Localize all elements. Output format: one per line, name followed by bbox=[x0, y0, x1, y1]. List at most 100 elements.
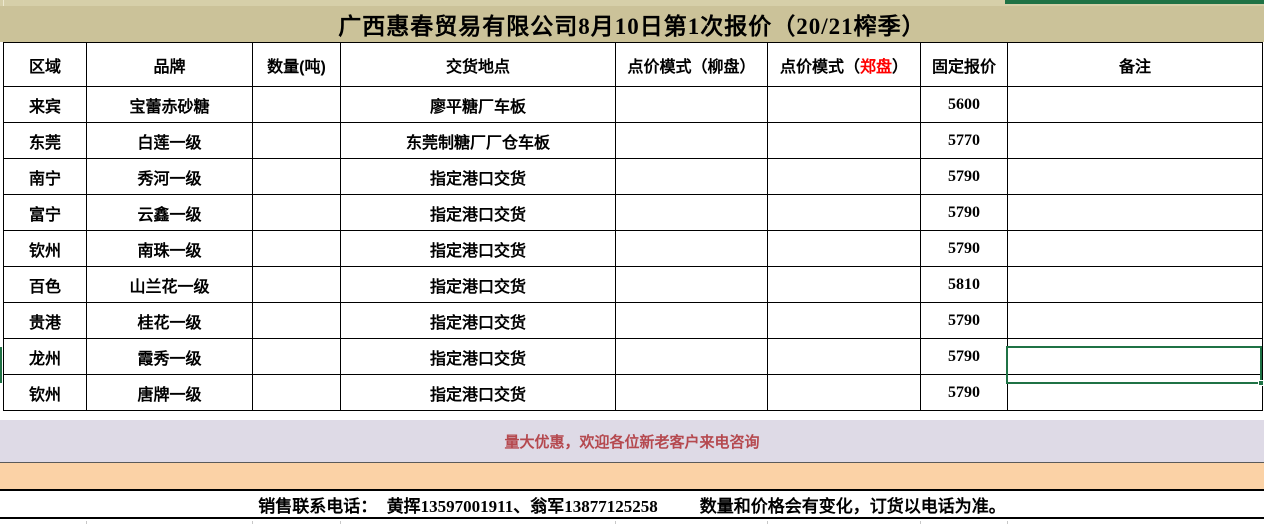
zhengpan-cell[interactable] bbox=[767, 266, 921, 303]
price-cell[interactable]: 5790 bbox=[920, 338, 1008, 375]
header-brand[interactable]: 品牌 bbox=[86, 42, 253, 87]
qty-cell[interactable] bbox=[252, 194, 341, 231]
note-cell[interactable] bbox=[1007, 158, 1263, 195]
table-row: 钦州 唐牌一级 指定港口交货 5790 bbox=[3, 374, 1263, 411]
liupan-cell[interactable] bbox=[615, 230, 768, 267]
note-cell[interactable] bbox=[1007, 374, 1263, 411]
gridline-tick bbox=[252, 521, 253, 524]
qty-cell[interactable] bbox=[252, 302, 341, 339]
note-cell[interactable] bbox=[1007, 122, 1263, 159]
zhengpan-cell[interactable] bbox=[767, 86, 921, 123]
gridline-tick bbox=[767, 521, 768, 524]
header-region[interactable]: 区域 bbox=[3, 42, 87, 87]
gridline-tick bbox=[340, 521, 341, 524]
qty-cell[interactable] bbox=[252, 266, 341, 303]
note-cell[interactable] bbox=[1007, 86, 1263, 123]
gridline-tick bbox=[3, 0, 4, 6]
header-fixed-price[interactable]: 固定报价 bbox=[920, 42, 1008, 87]
zhengpan-cell[interactable] bbox=[767, 338, 921, 375]
header-location[interactable]: 交货地点 bbox=[340, 42, 616, 87]
header-liupan[interactable]: 点价模式（柳盘） bbox=[615, 42, 768, 87]
location-cell[interactable]: 东莞制糖厂厂仓车板 bbox=[340, 122, 616, 159]
note-cell[interactable] bbox=[1007, 230, 1263, 267]
brand-cell[interactable]: 白莲一级 bbox=[86, 122, 253, 159]
header-row: 区域 品牌 数量(吨) 交货地点 点价模式（柳盘） 点价模式（郑盘） 固定报价 … bbox=[3, 42, 1263, 87]
brand-cell[interactable]: 秀河一级 bbox=[86, 158, 253, 195]
price-cell[interactable]: 5600 bbox=[920, 86, 1008, 123]
liupan-cell[interactable] bbox=[615, 266, 768, 303]
location-cell[interactable]: 指定港口交货 bbox=[340, 266, 616, 303]
brand-cell[interactable]: 唐牌一级 bbox=[86, 374, 253, 411]
location-cell[interactable]: 廖平糖厂车板 bbox=[340, 86, 616, 123]
brand-cell[interactable]: 宝蕾赤砂糖 bbox=[86, 86, 253, 123]
region-cell[interactable]: 钦州 bbox=[3, 230, 87, 267]
liupan-cell[interactable] bbox=[615, 158, 768, 195]
header-note[interactable]: 备注 bbox=[1007, 42, 1263, 87]
location-cell[interactable]: 指定港口交货 bbox=[340, 158, 616, 195]
brand-cell[interactable]: 霞秀一级 bbox=[86, 338, 253, 375]
zhengpan-cell[interactable] bbox=[767, 194, 921, 231]
liupan-cell[interactable] bbox=[615, 302, 768, 339]
header-zhengpan[interactable]: 点价模式（郑盘） bbox=[767, 42, 921, 87]
qty-cell[interactable] bbox=[252, 158, 341, 195]
price-cell[interactable]: 5810 bbox=[920, 266, 1008, 303]
qty-cell[interactable] bbox=[252, 122, 341, 159]
table-row: 百色 山兰花一级 指定港口交货 5810 bbox=[3, 266, 1263, 303]
region-cell[interactable]: 钦州 bbox=[3, 374, 87, 411]
note-cell[interactable] bbox=[1007, 266, 1263, 303]
price-cell[interactable]: 5790 bbox=[920, 302, 1008, 339]
location-cell[interactable]: 指定港口交货 bbox=[340, 302, 616, 339]
table-row: 南宁 秀河一级 指定港口交货 5790 bbox=[3, 158, 1263, 195]
table-row: 钦州 南珠一级 指定港口交货 5790 bbox=[3, 230, 1263, 267]
selected-row-indicator bbox=[0, 347, 2, 383]
header-qty[interactable]: 数量(吨) bbox=[252, 42, 341, 87]
spacer-row-cell[interactable] bbox=[0, 462, 1264, 489]
table-row: 贵港 桂花一级 指定港口交货 5790 bbox=[3, 302, 1263, 339]
brand-cell[interactable]: 山兰花一级 bbox=[86, 266, 253, 303]
location-cell[interactable]: 指定港口交货 bbox=[340, 374, 616, 411]
location-cell[interactable]: 指定港口交货 bbox=[340, 194, 616, 231]
sheet-title-cell[interactable]: 广西惠春贸易有限公司8月10日第1次报价（20/21榨季） bbox=[0, 6, 1264, 42]
liupan-cell[interactable] bbox=[615, 338, 768, 375]
qty-cell[interactable] bbox=[252, 230, 341, 267]
region-cell[interactable]: 龙州 bbox=[3, 338, 87, 375]
liupan-cell[interactable] bbox=[615, 374, 768, 411]
note-cell[interactable] bbox=[1007, 338, 1263, 375]
region-cell[interactable]: 东莞 bbox=[3, 122, 87, 159]
location-cell[interactable]: 指定港口交货 bbox=[340, 230, 616, 267]
region-cell[interactable]: 百色 bbox=[3, 266, 87, 303]
region-cell[interactable]: 富宁 bbox=[3, 194, 87, 231]
price-cell[interactable]: 5790 bbox=[920, 194, 1008, 231]
table-row: 来宾 宝蕾赤砂糖 廖平糖厂车板 5600 bbox=[3, 86, 1263, 123]
location-cell[interactable]: 指定港口交货 bbox=[340, 338, 616, 375]
price-cell[interactable]: 5770 bbox=[920, 122, 1008, 159]
region-cell[interactable]: 贵港 bbox=[3, 302, 87, 339]
zhengpan-cell[interactable] bbox=[767, 158, 921, 195]
zhengpan-cell[interactable] bbox=[767, 374, 921, 411]
quote-table: 区域 品牌 数量(吨) 交货地点 点价模式（柳盘） 点价模式（郑盘） 固定报价 … bbox=[3, 42, 1263, 411]
price-cell[interactable]: 5790 bbox=[920, 230, 1008, 267]
brand-cell[interactable]: 云鑫一级 bbox=[86, 194, 253, 231]
promo-banner-cell[interactable]: 量大优惠，欢迎各位新老客户来电咨询 bbox=[0, 420, 1264, 462]
liupan-cell[interactable] bbox=[615, 86, 768, 123]
zhengpan-cell[interactable] bbox=[767, 302, 921, 339]
fill-handle[interactable] bbox=[1258, 380, 1264, 386]
table-row: 富宁 云鑫一级 指定港口交货 5790 bbox=[3, 194, 1263, 231]
note-cell[interactable] bbox=[1007, 302, 1263, 339]
zhengpan-cell[interactable] bbox=[767, 122, 921, 159]
price-cell[interactable]: 5790 bbox=[920, 374, 1008, 411]
zhengpan-cell[interactable] bbox=[767, 230, 921, 267]
qty-cell[interactable] bbox=[252, 374, 341, 411]
region-cell[interactable]: 来宾 bbox=[3, 86, 87, 123]
gridline-tick bbox=[615, 521, 616, 524]
brand-cell[interactable]: 南珠一级 bbox=[86, 230, 253, 267]
qty-cell[interactable] bbox=[252, 338, 341, 375]
brand-cell[interactable]: 桂花一级 bbox=[86, 302, 253, 339]
liupan-cell[interactable] bbox=[615, 122, 768, 159]
note-cell[interactable] bbox=[1007, 194, 1263, 231]
qty-cell[interactable] bbox=[252, 86, 341, 123]
liupan-cell[interactable] bbox=[615, 194, 768, 231]
price-cell[interactable]: 5790 bbox=[920, 158, 1008, 195]
region-cell[interactable]: 南宁 bbox=[3, 158, 87, 195]
contact-row-cell[interactable]: 销售联系电话： 黄挥13597001911、翁军13877125258 数量和价格… bbox=[0, 489, 1264, 519]
